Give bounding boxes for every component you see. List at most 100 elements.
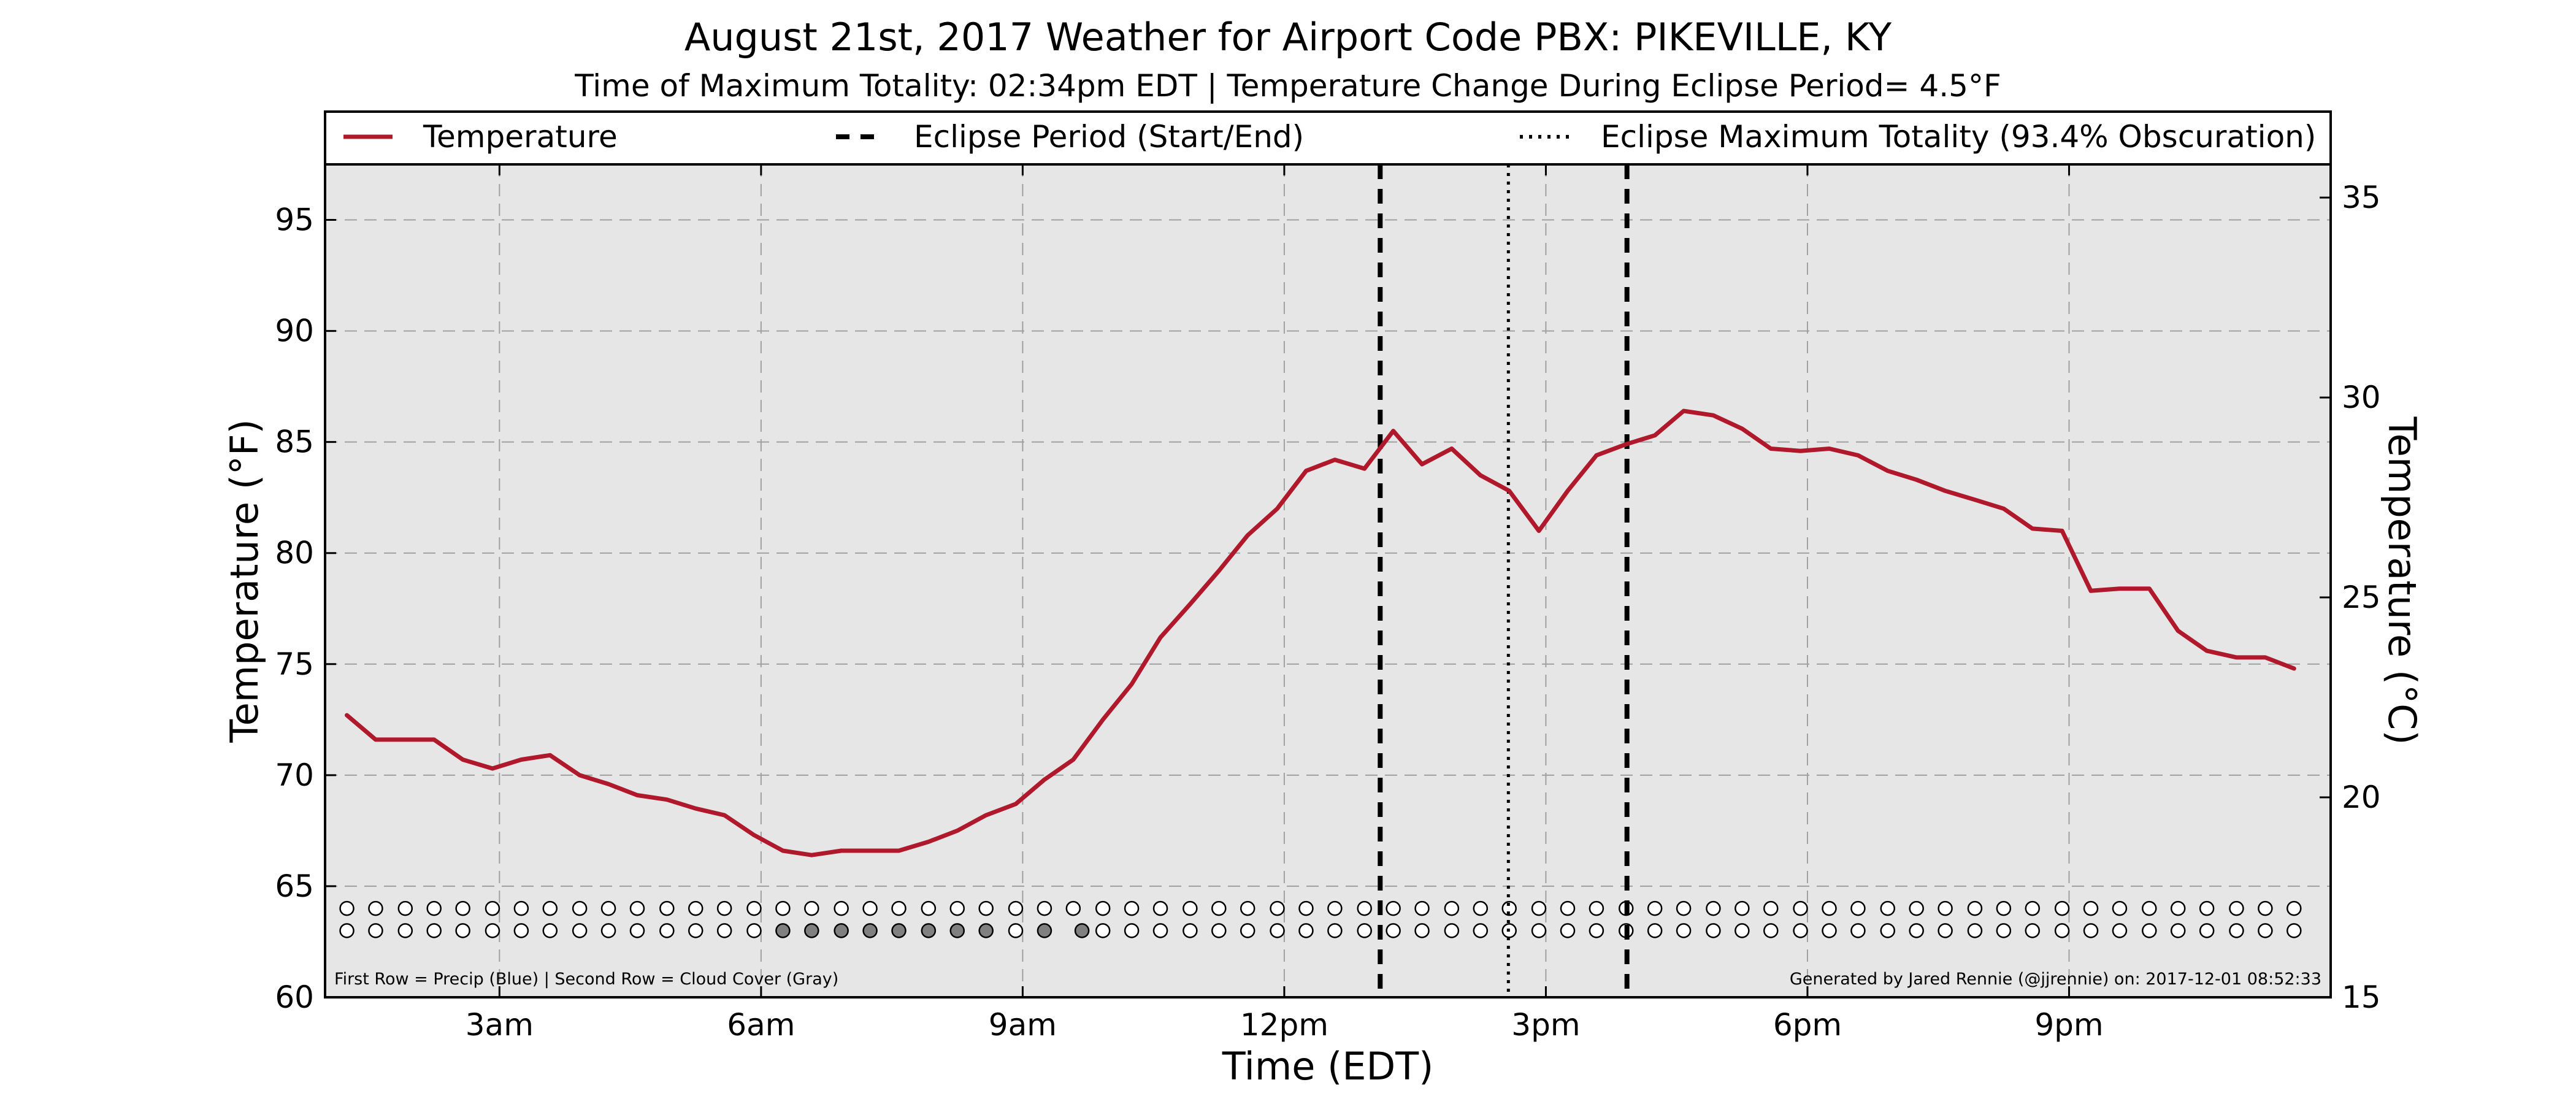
plot-area <box>325 164 2331 997</box>
footnote-right: Generated by Jared Rennie (@jjrennie) on… <box>1790 970 2321 989</box>
cloud-marker <box>1763 923 1779 938</box>
precip-marker <box>716 900 732 916</box>
precip-marker <box>513 900 529 916</box>
cloud-marker <box>2229 923 2244 938</box>
x-tick-label: 3am <box>466 1007 534 1043</box>
precip-marker <box>921 900 937 916</box>
cloud-marker <box>1850 923 1866 938</box>
x-axis-ticks: 3am 6am 9am 12pm 3pm 6pm 9pm <box>466 164 2104 1043</box>
chart-title: August 21st, 2017 Weather for Airport Co… <box>684 15 1892 59</box>
precip-marker <box>1327 900 1343 916</box>
precip-marker <box>1152 900 1168 916</box>
precip-marker <box>1357 900 1372 916</box>
precip-marker <box>834 900 849 916</box>
precip-marker <box>1008 900 1024 916</box>
chart-subtitle: Time of Maximum Totality: 02:34pm EDT | … <box>574 68 2001 104</box>
y-tick-label: 75 <box>275 646 314 682</box>
precip-marker <box>2199 900 2215 916</box>
cloud-marker <box>572 923 588 938</box>
x-tick-label: 6pm <box>1773 1007 1842 1043</box>
precip-marker <box>1589 900 1604 916</box>
cloud-marker <box>542 923 558 938</box>
cloud-marker <box>891 923 907 938</box>
cloud-marker <box>1270 923 1285 938</box>
y-tick-label: 60 <box>275 979 314 1015</box>
precip-marker <box>2112 900 2128 916</box>
cloud-marker <box>775 923 791 938</box>
cloud-marker <box>2025 923 2041 938</box>
precip-marker <box>1880 900 1896 916</box>
precip-marker <box>2025 900 2041 916</box>
cloud-marker <box>716 923 732 938</box>
cloud-marker <box>1938 923 1953 938</box>
cloud-marker <box>1327 923 1343 938</box>
x-tick-label: 3pm <box>1511 1007 1580 1043</box>
cloud-marker <box>2142 923 2157 938</box>
cloud-marker <box>1473 923 1489 938</box>
cloud-marker <box>1183 923 1198 938</box>
precip-marker <box>485 900 500 916</box>
legend-eclipse-max-label: Eclipse Maximum Totality (93.4% Obscurat… <box>1601 119 2316 155</box>
cloud-marker <box>426 923 442 938</box>
legend-eclipse-period-label: Eclipse Period (Start/End) <box>914 119 1304 155</box>
precip-marker <box>1240 900 1255 916</box>
x-tick-label: 9pm <box>2034 1007 2103 1043</box>
cloud-marker <box>1414 923 1430 938</box>
cloud-marker <box>2170 923 2186 938</box>
cloud-marker <box>1647 923 1663 938</box>
precip-marker <box>2258 900 2273 916</box>
y-axis-right-label: Temperature (°C) <box>2380 416 2425 745</box>
cloud-marker <box>1560 923 1576 938</box>
cloud-marker <box>1152 923 1168 938</box>
cloud-marker <box>746 923 762 938</box>
cloud-marker <box>1996 923 2012 938</box>
cloud-marker <box>339 923 355 938</box>
precip-marker <box>1996 900 2012 916</box>
cloud-marker <box>1211 923 1227 938</box>
precip-marker <box>1473 900 1489 916</box>
legend: Temperature Eclipse Period (Start/End) E… <box>324 110 2332 166</box>
precip-marker <box>1270 900 1285 916</box>
cloud-marker <box>397 923 413 938</box>
precip-marker <box>1560 900 1576 916</box>
precip-marker <box>572 900 588 916</box>
cloud-marker <box>1735 923 1750 938</box>
precip-marker <box>1211 900 1227 916</box>
precip-marker <box>1850 900 1866 916</box>
cloud-marker <box>2083 923 2099 938</box>
precip-marker <box>426 900 442 916</box>
cloud-marker <box>1037 923 1052 938</box>
cloud-marker <box>949 923 965 938</box>
cloud-marker <box>1909 923 1924 938</box>
cloud-marker <box>1822 923 1837 938</box>
cloud-marker <box>2287 923 2302 938</box>
precip-marker <box>659 900 675 916</box>
eclipse-lines <box>1378 164 1630 997</box>
precip-marker <box>1763 900 1779 916</box>
cloud-marker <box>485 923 500 938</box>
precip-marker <box>746 900 762 916</box>
precip-marker <box>1037 900 1052 916</box>
y-right-tick-label: 25 <box>2342 580 2381 615</box>
legend-box <box>324 110 2332 166</box>
precip-marker <box>2054 900 2070 916</box>
precip-marker <box>1735 900 1750 916</box>
cloud-marker <box>1124 923 1140 938</box>
precip-marker <box>1967 900 1983 916</box>
cloud-marker <box>862 923 878 938</box>
cloud-marker <box>659 923 675 938</box>
cloud-marker <box>2054 923 2070 938</box>
precip-marker <box>1909 900 1924 916</box>
cloud-marker <box>1880 923 1896 938</box>
y-right-tick-label: 35 <box>2342 180 2381 215</box>
y-tick-label: 80 <box>275 535 314 571</box>
precip-marker <box>629 900 645 916</box>
precip-marker <box>1676 900 1692 916</box>
precip-marker <box>1822 900 1837 916</box>
y-tick-label: 90 <box>275 313 314 349</box>
y-right-tick-label: 20 <box>2342 780 2381 815</box>
x-tick-label: 6am <box>727 1007 795 1043</box>
y-tick-label: 70 <box>275 757 314 793</box>
precip-marker <box>804 900 819 916</box>
